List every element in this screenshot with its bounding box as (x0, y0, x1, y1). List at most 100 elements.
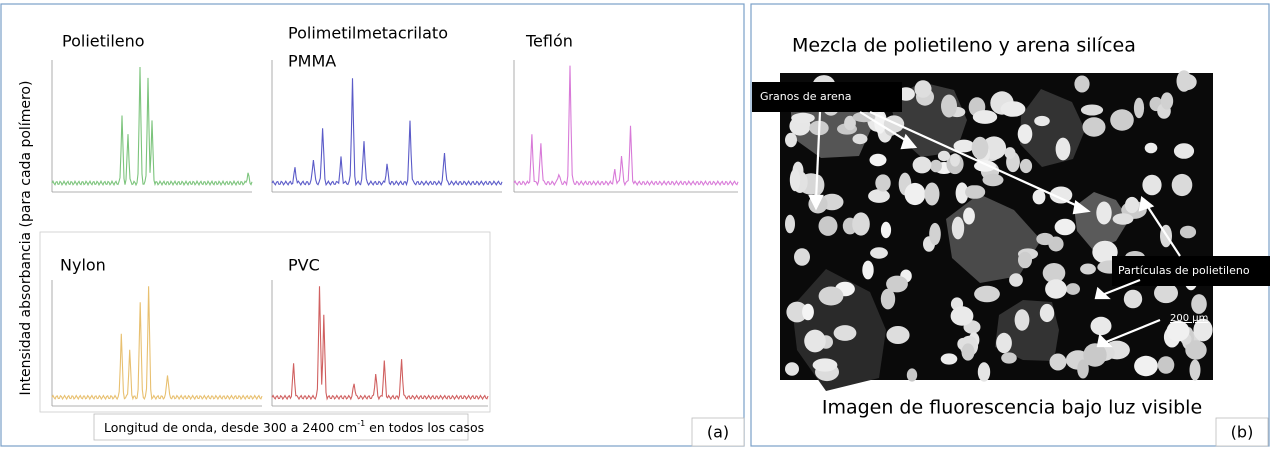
particle (972, 137, 989, 159)
particle (819, 216, 838, 236)
particle (875, 174, 890, 191)
particle (1020, 159, 1032, 173)
particle (1083, 117, 1106, 136)
y-axis-label: Intensidad absorbancia (para cada políme… (18, 81, 34, 396)
particle (1177, 70, 1192, 92)
particle (1113, 213, 1134, 224)
panel-title: Mezcla de polietileno y arena silícea (792, 35, 1136, 57)
particle (1091, 317, 1112, 335)
particle (862, 261, 873, 280)
particle (870, 154, 887, 166)
particle (791, 113, 815, 123)
particle (1096, 202, 1111, 225)
particle (1172, 174, 1193, 196)
particle (1018, 252, 1032, 269)
particle (1142, 175, 1161, 196)
particle (941, 353, 958, 364)
particle (1180, 226, 1196, 239)
particle (963, 208, 975, 225)
particle (1009, 273, 1023, 286)
particle (1080, 264, 1096, 275)
particle (1134, 356, 1158, 376)
particle (973, 110, 997, 124)
particle (965, 185, 981, 199)
particle (1033, 190, 1046, 205)
particle (951, 306, 974, 326)
particle (1134, 98, 1144, 118)
particle (785, 362, 799, 375)
particle (974, 286, 1000, 303)
spectrum-label: Nylon (60, 256, 106, 275)
particle (905, 183, 926, 205)
particle (1056, 138, 1071, 161)
scale-bar: 200 µm (1170, 313, 1208, 324)
spectrum-label: Teflón (525, 32, 573, 51)
particle (819, 287, 844, 306)
particle (1045, 279, 1067, 299)
particle (925, 183, 940, 206)
x-axis-label: Longitud de onda, desde 300 a 2400 cm-1 … (104, 419, 484, 435)
x-label-tail: en todos los casos (365, 420, 484, 435)
particle (834, 325, 857, 341)
particle (1036, 233, 1053, 245)
particle (881, 222, 891, 238)
annotation: Granos de arena (760, 90, 851, 103)
particle (1191, 294, 1207, 314)
annotation: Partículas de polietileno (1118, 264, 1250, 277)
particle (1015, 309, 1030, 330)
particle (929, 223, 941, 245)
particle (1050, 354, 1067, 371)
particle (1005, 147, 1016, 159)
particle (1145, 143, 1158, 154)
particle (785, 215, 795, 234)
particle (886, 276, 908, 293)
particle (1125, 197, 1139, 213)
particle (1055, 219, 1076, 235)
particle (853, 134, 868, 144)
particle (1081, 105, 1103, 116)
particle (983, 174, 1004, 186)
particle (950, 153, 960, 166)
particle (852, 212, 870, 235)
spectrum-label: Polimetilmetacrilato (288, 24, 448, 43)
spectrum-label: Polietileno (62, 32, 145, 51)
particle (913, 157, 932, 174)
particle (1074, 76, 1089, 93)
particle (1161, 92, 1173, 109)
particle (868, 189, 890, 203)
particle (1124, 290, 1142, 309)
spectrum-label: PVC (288, 256, 320, 275)
particle (1040, 304, 1054, 322)
micrograph (780, 70, 1213, 391)
particle (941, 95, 957, 118)
particle (785, 133, 797, 147)
figure: Polietileno Polimetilmetacrilato PMMA Te… (0, 0, 1270, 447)
particle (1158, 356, 1175, 374)
particle (804, 330, 826, 353)
particle (996, 333, 1012, 353)
panel-tag: (a) (707, 423, 729, 442)
spectrum-sublabel: PMMA (288, 52, 336, 71)
particle (1110, 109, 1134, 130)
particle (1174, 143, 1194, 159)
particle (790, 169, 800, 191)
panel-tag: (b) (1231, 423, 1254, 442)
particle (813, 358, 838, 371)
particle (1001, 352, 1017, 363)
particle (1001, 101, 1026, 117)
particle (1018, 124, 1033, 144)
particle (1066, 283, 1080, 295)
particle (1034, 116, 1050, 126)
particle (794, 248, 810, 266)
particle (886, 326, 909, 344)
particle (930, 160, 942, 173)
particle (962, 343, 975, 360)
particle (915, 80, 932, 98)
particle (938, 151, 950, 161)
particle (907, 368, 917, 381)
particle (952, 217, 964, 240)
particle (870, 247, 888, 258)
caption: Imagen de fluorescencia bajo luz visible (822, 397, 1202, 419)
x-label-text: Longitud de onda, desde 300 a 2400 cm (104, 420, 357, 435)
panel-a-frame (1, 4, 744, 446)
